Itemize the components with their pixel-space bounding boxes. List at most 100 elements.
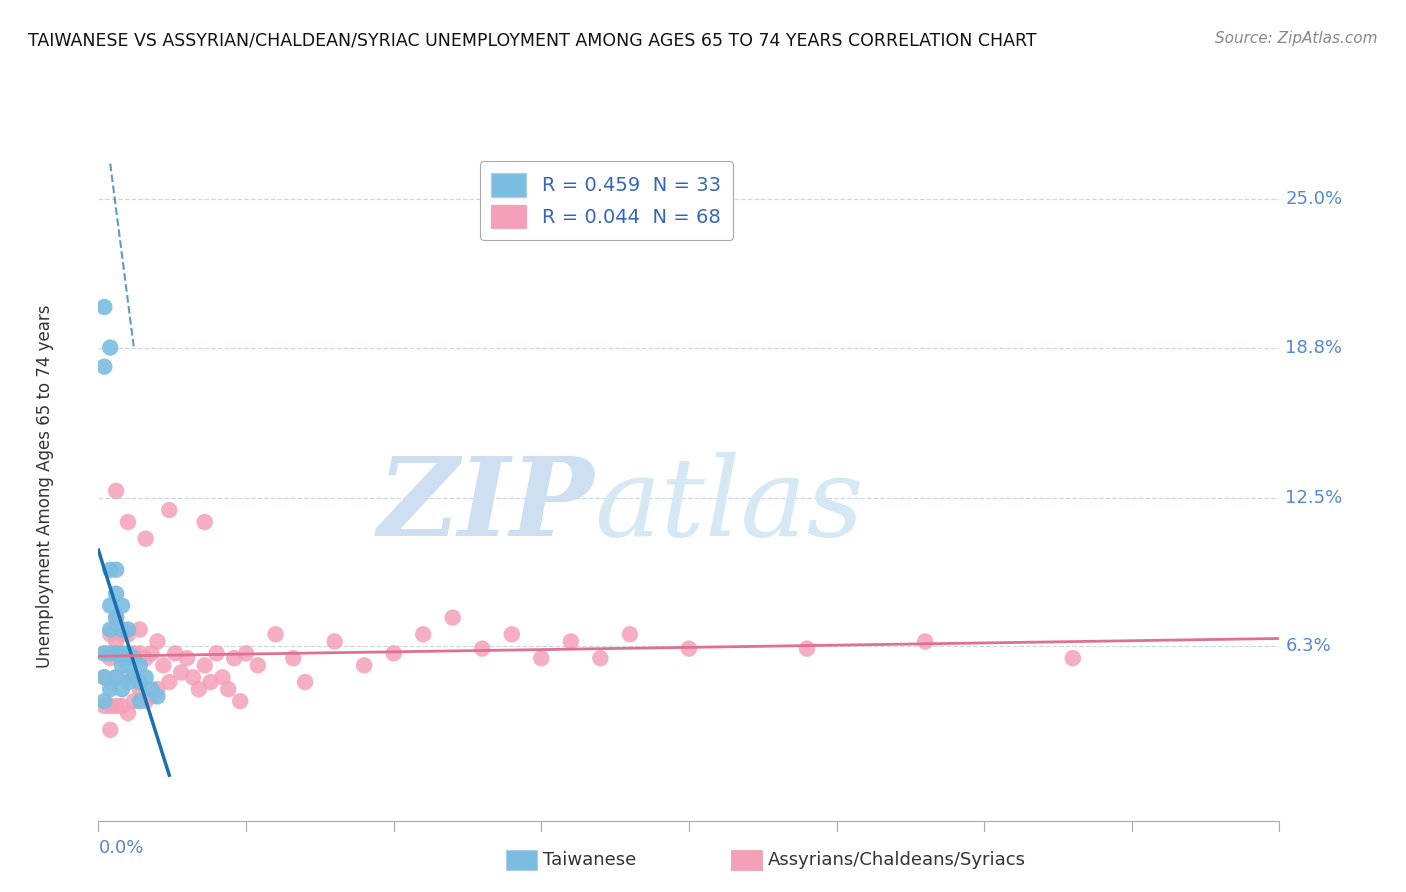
Point xyxy=(146,690,169,704)
Point xyxy=(98,341,121,355)
Point xyxy=(176,651,198,665)
Point xyxy=(93,646,115,660)
Point xyxy=(135,651,157,665)
Point xyxy=(98,627,121,641)
Point xyxy=(117,515,139,529)
Point xyxy=(914,634,936,648)
Point xyxy=(122,651,145,665)
Point xyxy=(170,665,193,680)
Point xyxy=(111,599,134,613)
Text: 6.3%: 6.3% xyxy=(1285,637,1331,656)
Point xyxy=(441,610,464,624)
Text: atlas: atlas xyxy=(595,452,865,560)
Point xyxy=(98,599,121,613)
Point xyxy=(93,300,115,314)
Point xyxy=(93,670,115,684)
Point xyxy=(128,646,150,660)
Point xyxy=(224,651,246,665)
Text: TAIWANESE VS ASSYRIAN/CHALDEAN/SYRIAC UNEMPLOYMENT AMONG AGES 65 TO 74 YEARS COR: TAIWANESE VS ASSYRIAN/CHALDEAN/SYRIAC UN… xyxy=(28,31,1036,49)
Point xyxy=(93,670,115,684)
Point xyxy=(1062,651,1084,665)
Text: 18.8%: 18.8% xyxy=(1285,339,1343,357)
Legend: R = 0.459  N = 33, R = 0.044  N = 68: R = 0.459 N = 33, R = 0.044 N = 68 xyxy=(479,161,733,240)
Point xyxy=(111,682,134,697)
Point xyxy=(152,658,174,673)
Text: Source: ZipAtlas.com: Source: ZipAtlas.com xyxy=(1215,31,1378,46)
Point xyxy=(111,623,134,637)
Point xyxy=(141,690,163,704)
Point xyxy=(122,646,145,660)
Point xyxy=(211,670,233,684)
Point xyxy=(105,670,128,684)
Point xyxy=(217,682,239,697)
Point xyxy=(98,646,121,660)
Point xyxy=(98,675,121,690)
Point xyxy=(187,682,209,697)
Text: Unemployment Among Ages 65 to 74 years: Unemployment Among Ages 65 to 74 years xyxy=(37,304,55,668)
Point xyxy=(93,694,115,708)
Point xyxy=(93,698,115,713)
Point xyxy=(283,651,305,665)
Point xyxy=(117,658,139,673)
Text: 12.5%: 12.5% xyxy=(1285,489,1343,507)
Point xyxy=(128,658,150,673)
Point xyxy=(117,670,139,684)
Point xyxy=(98,651,121,665)
Point xyxy=(105,670,128,684)
Text: 0.0%: 0.0% xyxy=(98,839,143,857)
Point xyxy=(264,627,287,641)
Point xyxy=(122,670,145,684)
Point xyxy=(157,503,180,517)
Point xyxy=(117,623,139,637)
Point xyxy=(200,675,222,690)
Point xyxy=(165,646,187,660)
Point xyxy=(294,675,316,690)
Point xyxy=(796,641,818,656)
Point xyxy=(412,627,434,641)
Point xyxy=(353,658,375,673)
Point xyxy=(501,627,523,641)
Point xyxy=(135,670,157,684)
Point xyxy=(105,698,128,713)
Point xyxy=(382,646,405,660)
Point xyxy=(98,682,121,697)
Point xyxy=(229,694,252,708)
Point xyxy=(589,651,612,665)
Point xyxy=(141,682,163,697)
Point xyxy=(117,646,139,660)
Point xyxy=(98,563,121,577)
Point xyxy=(323,634,346,648)
Point xyxy=(122,694,145,708)
Point xyxy=(246,658,269,673)
Point xyxy=(105,563,128,577)
Point xyxy=(135,694,157,708)
Point xyxy=(111,627,134,641)
Point xyxy=(105,610,128,624)
Point xyxy=(560,634,582,648)
Point xyxy=(98,723,121,737)
Point xyxy=(105,587,128,601)
Point xyxy=(135,532,157,546)
Point xyxy=(98,698,121,713)
Point xyxy=(181,670,204,684)
Point xyxy=(619,627,641,641)
Point xyxy=(128,623,150,637)
Point xyxy=(194,658,217,673)
Point xyxy=(105,634,128,648)
Text: Assyrians/Chaldeans/Syriacs: Assyrians/Chaldeans/Syriacs xyxy=(768,851,1025,869)
Point xyxy=(678,641,700,656)
Text: Taiwanese: Taiwanese xyxy=(543,851,636,869)
Point xyxy=(141,646,163,660)
Point xyxy=(98,623,121,637)
Point xyxy=(117,675,139,690)
Point xyxy=(128,694,150,708)
Point xyxy=(146,682,169,697)
Point xyxy=(530,651,553,665)
Point xyxy=(146,634,169,648)
Text: ZIP: ZIP xyxy=(378,452,595,560)
Point xyxy=(117,706,139,720)
Point xyxy=(93,359,115,374)
Point xyxy=(194,515,217,529)
Point xyxy=(105,610,128,624)
Point xyxy=(471,641,494,656)
